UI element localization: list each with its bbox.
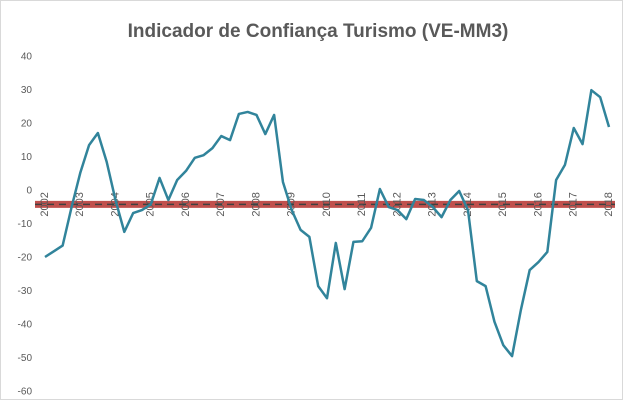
data-line (44, 88, 611, 358)
y-tick-label: -40 (18, 320, 33, 331)
y-tick-label: -30 (18, 286, 33, 297)
x-tick-label: 2008 (250, 192, 262, 216)
x-tick-label: 2006 (180, 192, 192, 216)
x-tick-label: 2015 (497, 192, 509, 216)
x-tick-label: 2010 (321, 192, 333, 216)
x-tick-label: 2016 (532, 192, 544, 216)
x-tick-label: 2018 (603, 192, 615, 216)
y-tick-label: 40 (21, 52, 33, 63)
x-tick-label: 2002 (39, 192, 51, 216)
y-tick-label: 0 (26, 186, 32, 197)
chart-title: Indicador de Confiança Turismo (VE-MM3) (128, 21, 509, 42)
y-tick-label: 10 (21, 152, 33, 163)
x-tick-label: 2017 (568, 192, 580, 216)
x-tick-label: 2011 (356, 193, 368, 217)
y-tick-label: 20 (21, 119, 33, 130)
y-tick-label: -20 (18, 253, 33, 264)
x-tick-label: 2012 (391, 192, 403, 216)
x-tick-label: 2003 (74, 192, 86, 216)
y-tick-label: 30 (21, 85, 33, 96)
y-tick-label: -60 (18, 387, 33, 398)
y-tick-label: -10 (18, 219, 33, 230)
y-tick-label: -50 (18, 353, 33, 364)
x-tick-label: 2014 (462, 192, 474, 216)
x-tick-label: 2007 (215, 192, 227, 216)
